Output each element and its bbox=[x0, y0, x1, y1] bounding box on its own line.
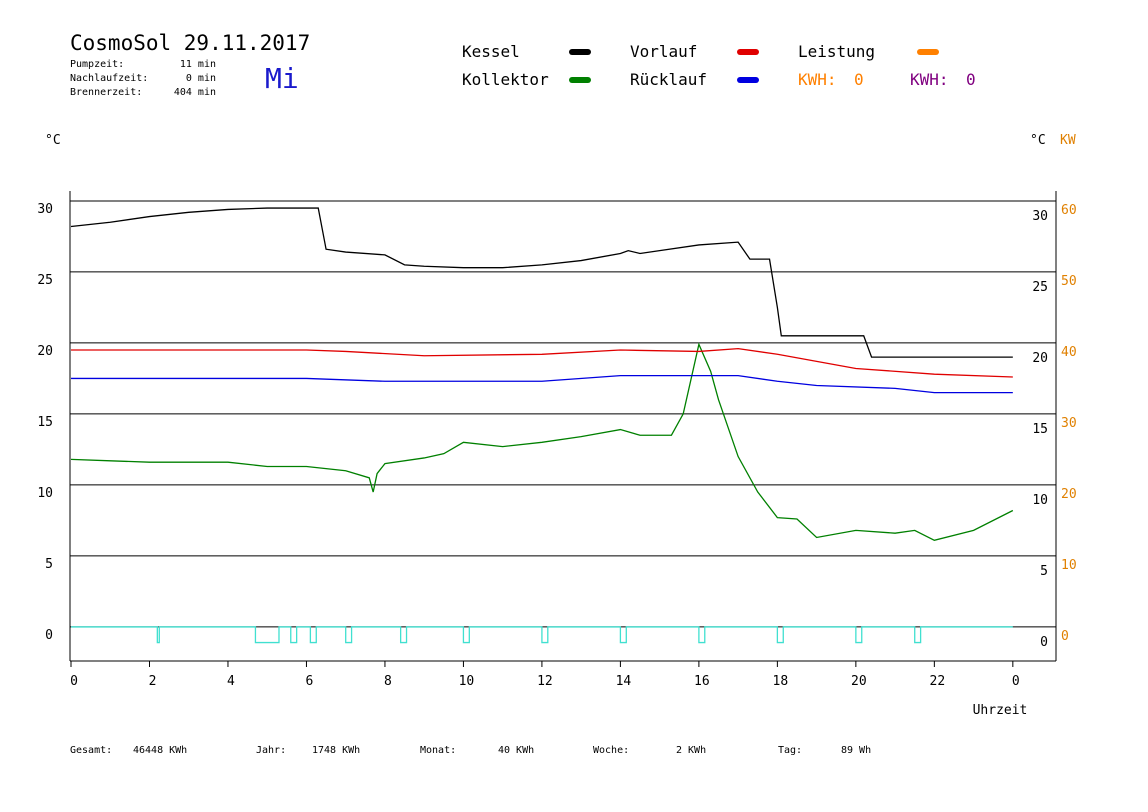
footer-value: 2 KWh bbox=[676, 745, 706, 756]
legend-label: Kollektor bbox=[462, 70, 549, 89]
y-tick-label: 30 bbox=[37, 202, 53, 217]
y-tick-label-right: 0 bbox=[1040, 635, 1048, 650]
y-unit: °C bbox=[45, 133, 61, 148]
series-line bbox=[71, 626, 1013, 644]
x-tick-label: 12 bbox=[537, 674, 553, 689]
stat-value: 11 min bbox=[180, 59, 216, 70]
y-tick-label-right: 20 bbox=[1032, 351, 1048, 366]
legend-label: Leistung bbox=[798, 42, 875, 61]
series-line bbox=[70, 342, 1014, 541]
legend-label: Vorlauf bbox=[630, 42, 697, 61]
x-tick-label: 4 bbox=[227, 674, 235, 689]
y-tick-label: 0 bbox=[45, 628, 53, 643]
y2-tick-label: 10 bbox=[1061, 558, 1077, 573]
kwh-value: 0 bbox=[966, 70, 976, 89]
y-tick-label: 5 bbox=[45, 557, 53, 572]
y-tick-label: 20 bbox=[37, 344, 53, 359]
x-tick-label: 0 bbox=[70, 674, 78, 689]
y2-tick-label: 60 bbox=[1061, 203, 1077, 218]
y-tick-label: 15 bbox=[37, 415, 53, 430]
y-tick-label-right: 30 bbox=[1032, 209, 1048, 224]
kwh-label: KWH: bbox=[910, 70, 949, 89]
kwh-value: 0 bbox=[854, 70, 864, 89]
x-tick-label: 14 bbox=[616, 674, 632, 689]
footer-value: 1748 KWh bbox=[312, 745, 360, 756]
x-tick-label: 20 bbox=[851, 674, 867, 689]
x-tick-label: 8 bbox=[384, 674, 392, 689]
title: CosmoSol 29.11.2017 bbox=[70, 31, 310, 55]
x-tick-label: 16 bbox=[694, 674, 710, 689]
y2-unit2: KW bbox=[1060, 133, 1076, 148]
x-tick-label: 6 bbox=[306, 674, 314, 689]
y2-unit: °C bbox=[1030, 133, 1046, 148]
kwh-label: KWH: bbox=[798, 70, 837, 89]
stat-label: Pumpzeit: bbox=[70, 59, 124, 70]
y2-tick-label: 20 bbox=[1061, 487, 1077, 502]
y-tick-label-right: 25 bbox=[1032, 280, 1048, 295]
y-tick-label: 25 bbox=[37, 273, 53, 288]
y2-tick-label: 50 bbox=[1061, 274, 1077, 289]
footer-value: 89 Wh bbox=[841, 745, 871, 756]
series-line bbox=[71, 374, 1013, 394]
footer-value: 40 KWh bbox=[498, 745, 534, 756]
series-line bbox=[70, 207, 1013, 358]
day: Mi bbox=[265, 62, 299, 95]
y-tick-label-right: 5 bbox=[1040, 564, 1048, 579]
y2-tick-label: 0 bbox=[1061, 629, 1069, 644]
stat-label: Nachlaufzeit: bbox=[70, 73, 148, 84]
y-tick-label-right: 10 bbox=[1032, 493, 1048, 508]
footer-label: Tag: bbox=[778, 745, 802, 756]
footer-label: Gesamt: bbox=[70, 745, 112, 756]
x-label: Uhrzeit bbox=[973, 703, 1028, 718]
stat-value: 0 min bbox=[186, 73, 216, 84]
x-tick-label: 2 bbox=[149, 674, 157, 689]
stat-value: 404 min bbox=[174, 87, 216, 98]
footer-label: Jahr: bbox=[256, 745, 286, 756]
legend-label: Kessel bbox=[462, 42, 520, 61]
x-tick-label: 18 bbox=[773, 674, 789, 689]
stat-label: Brennerzeit: bbox=[70, 87, 142, 98]
y-tick-label: 10 bbox=[37, 486, 53, 501]
footer-label: Monat: bbox=[420, 745, 456, 756]
y2-tick-label: 40 bbox=[1061, 345, 1077, 360]
legend-label: Rücklauf bbox=[630, 70, 707, 89]
footer-label: Woche: bbox=[593, 745, 629, 756]
y-tick-label-right: 15 bbox=[1032, 422, 1048, 437]
series-line bbox=[71, 347, 1013, 378]
x-tick-label: 10 bbox=[459, 674, 475, 689]
x-tick-label: 22 bbox=[930, 674, 946, 689]
y2-tick-label: 30 bbox=[1061, 416, 1077, 431]
x-tick-label: 0 bbox=[1012, 674, 1020, 689]
footer-value: 46448 KWh bbox=[133, 745, 187, 756]
